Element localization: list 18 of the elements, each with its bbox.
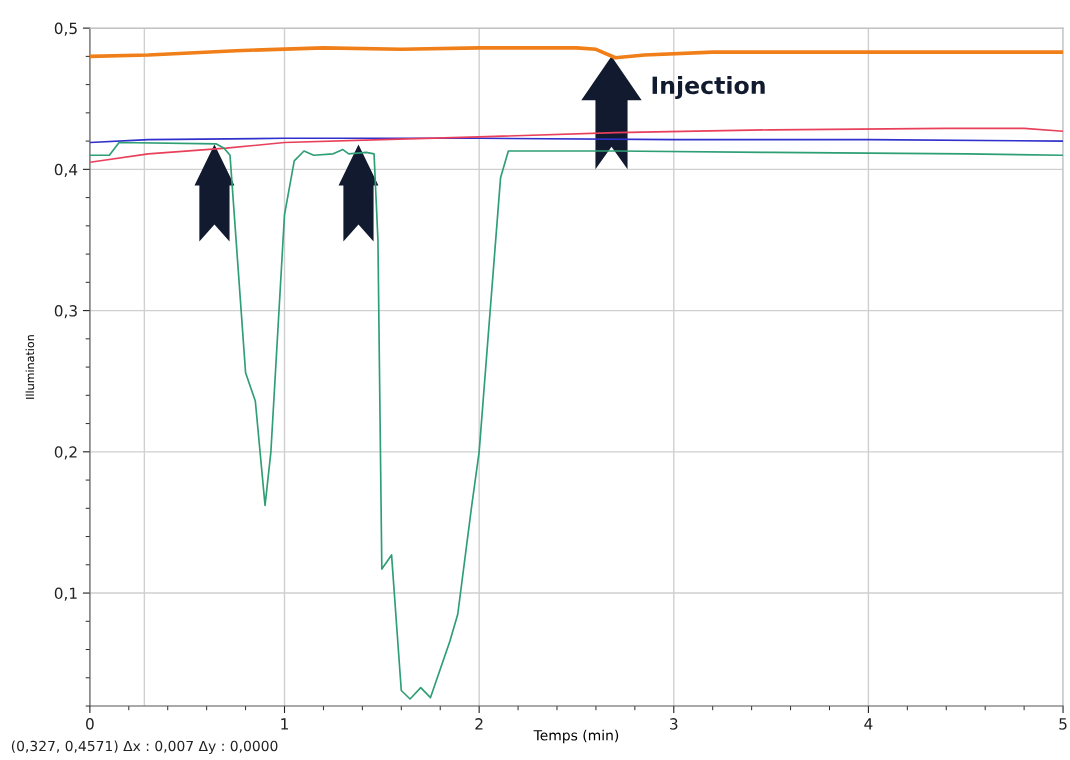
x-tick-label: 2 (475, 718, 483, 730)
x-tick-label: 0 (86, 718, 94, 730)
y-tick-label: 0,2 (54, 446, 77, 460)
line-series (89, 141, 1064, 700)
y-axis-title: Illumination (25, 335, 35, 399)
text: (0,327, 0,4571) Δx : 0,007 Δy : 0,0000 (11, 740, 278, 754)
x-tick-label: 3 (670, 718, 678, 730)
x-axis-title: Temps (min) (533, 729, 619, 744)
x-tick-label: 4 (864, 718, 873, 730)
x-tick-label: 1 (281, 718, 288, 730)
line-series (89, 46, 1064, 60)
x-tick-label: 5 (1059, 718, 1067, 730)
y-tick-label: 0,1 (54, 587, 77, 601)
y-tick-label: 0,4 (54, 163, 78, 177)
annotation: Injection (652, 75, 765, 99)
y-tick-label: 0,5 (54, 22, 77, 36)
y-tick-label: 0,3 (54, 305, 77, 319)
line-series (89, 127, 1064, 164)
